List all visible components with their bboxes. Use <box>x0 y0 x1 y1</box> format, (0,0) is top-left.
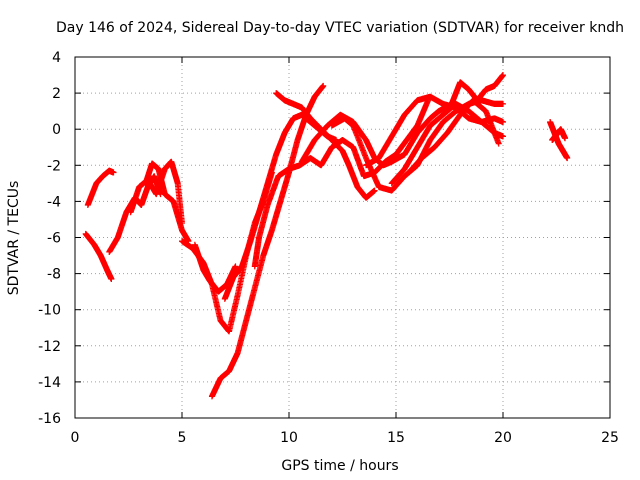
series-track-14 <box>363 93 506 169</box>
series-track-7 <box>191 241 239 295</box>
data-point <box>500 118 506 125</box>
y-tick-label: -4 <box>47 194 61 210</box>
y-tick-label: -12 <box>38 339 61 355</box>
series-track-4 <box>127 158 185 227</box>
y-tick-label: 4 <box>52 50 61 66</box>
y-tick-label: -10 <box>38 303 61 319</box>
x-tick-label: 25 <box>601 430 619 446</box>
y-tick-label: -8 <box>47 267 61 283</box>
data-point <box>232 263 239 270</box>
y-tick-label: -6 <box>47 231 61 247</box>
data-point <box>562 135 569 142</box>
tick-labels: 0 5 10 15 20 25 -16 -14 -12 -10 -8 -6 -4 -2 0 2 4 <box>38 50 619 446</box>
data-point <box>108 276 115 283</box>
x-tick-label: 0 <box>71 430 80 446</box>
data-point <box>564 155 571 162</box>
x-axis-label: GPS time / hours <box>281 458 398 474</box>
chart-title: Day 146 of 2024, Sidereal Day-to-day VTE… <box>56 20 624 36</box>
grid <box>75 57 610 418</box>
x-tick-label: 5 <box>178 430 187 446</box>
data-point <box>371 187 378 194</box>
x-tick-label: 10 <box>280 430 298 446</box>
data-point <box>320 82 327 89</box>
data-point <box>500 100 506 107</box>
x-tick-label: 15 <box>387 430 405 446</box>
y-tick-label: -16 <box>38 411 61 427</box>
x-tick-label: 20 <box>494 430 512 446</box>
data-point <box>495 140 502 147</box>
y-tick-label: -2 <box>47 158 61 174</box>
data-points <box>82 72 571 400</box>
series-track-17 <box>448 72 506 107</box>
data-point <box>500 72 506 79</box>
y-tick-label: 0 <box>52 122 61 138</box>
series-track-19 <box>549 126 569 144</box>
axis-ticks <box>74 56 611 419</box>
series-track-2 <box>82 230 115 283</box>
y-tick-label: 2 <box>52 86 61 102</box>
series-track-1 <box>84 167 117 209</box>
series-track-8 <box>208 82 327 400</box>
data-point <box>110 169 117 176</box>
series-track-5 <box>142 160 192 245</box>
y-tick-label: -14 <box>38 375 61 391</box>
y-axis-label: SDTVAR / TECUs <box>6 181 22 296</box>
data-point <box>500 133 506 140</box>
